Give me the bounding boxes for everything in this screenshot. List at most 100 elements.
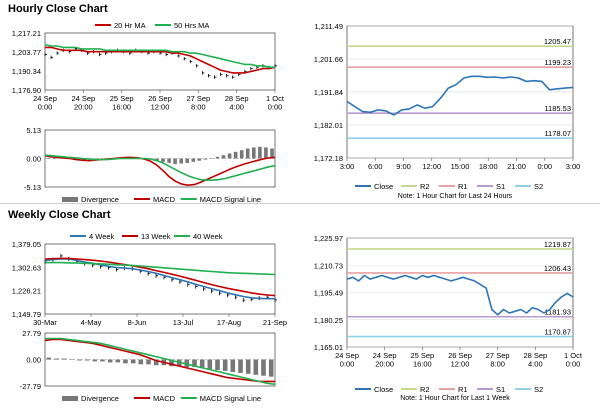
hourly_macd-divergence-bar (155, 158, 159, 161)
hourly_pivot-x-tick-label: 18:00 (479, 162, 498, 171)
hourly_pivot-level-label-s1: 1185.53 (544, 104, 571, 113)
weekly_macd-y-tick-label: -27.79 (20, 382, 41, 391)
hourly_macd-legend-swatch (62, 197, 78, 202)
weekly_pivot-x-tick-label: 25 Sep 16:00 (410, 351, 434, 369)
weekly_pivot-legend-label: S2 (534, 385, 543, 394)
weekly_macd-divergence-bar (222, 359, 228, 371)
weekly_macd-divergence-bar (207, 359, 213, 369)
weekly_pivot-legend-label: Close (374, 385, 393, 394)
hourly_price-legend-label: 20 Hr MA (114, 21, 146, 30)
hourly_price-y-tick-label: 1,190.34 (12, 67, 41, 76)
hourly_pivot-y-tick-label: 1,172.18 (314, 154, 343, 163)
weekly_pivot-level-label-s1: 1181.93 (544, 308, 571, 317)
weekly_pivot-y-tick-label: 1,225.97 (314, 234, 343, 243)
hourly_price-x-tick-label: 1 Oct 0:00 (266, 94, 285, 112)
hourly_pivot-x-tick-label: 6:00 (368, 162, 383, 171)
hourly_macd-divergence-bar (252, 147, 256, 159)
hourly_pivot-x-tick-label: 3:00 (340, 162, 355, 171)
hourly_macd-divergence-bar (197, 158, 202, 161)
hourly_pivot-legend-label: S2 (534, 182, 543, 191)
hourly_pivot-y-tick-label: 1,191.84 (314, 88, 343, 97)
weekly_macd-macd-line (44, 338, 275, 383)
hourly_price-y-tick-label: 1,176.90 (12, 86, 41, 95)
hourly_macd-y-tick-label: 5.13 (26, 126, 41, 135)
hourly_pivot-x-tick-label: 9:00 (396, 162, 411, 171)
weekly_price-x-tick-label: 17-Aug (217, 318, 241, 327)
weekly_pivot-legend-label: S1 (496, 385, 505, 394)
hourly_macd-divergence-bar (270, 148, 274, 159)
weekly_pivot-x-tick-label: 28 Sep 4:00 (523, 351, 547, 369)
weekly_macd-divergence-bar (215, 359, 220, 370)
hourly_macd-divergence-bar (264, 147, 268, 159)
weekly_macd-signal-line (45, 337, 276, 386)
weekly_macd-legend-label: Divergence (81, 394, 119, 403)
hourly_macd-divergence-bar (185, 158, 189, 163)
hourly_macd-divergence-bar (239, 150, 244, 159)
hourly_pivot-legend-label: S1 (496, 182, 505, 191)
hourly_macd-divergence-bar (161, 158, 165, 162)
hourly_pivot-x-tick-label: 15:00 (451, 162, 470, 171)
weekly_macd-divergence-bar (123, 359, 128, 364)
weekly_macd-divergence-bar (261, 359, 266, 376)
weekly_macd-divergence-bar (238, 359, 243, 373)
weekly_pivot-x-tick-label: 27 Sep 8:00 (486, 351, 510, 369)
weekly_pivot-level-label-r1: 1206.43 (544, 264, 571, 273)
hourly_macd-divergence-bar (191, 158, 196, 162)
hourly_macd-divergence-bar (221, 155, 226, 159)
hourly_macd-divergence-bar (179, 158, 183, 164)
hourly_macd-divergence-bar (209, 158, 214, 159)
weekly_pivot-legend-label: R2 (420, 385, 430, 394)
hourly_pivot-level-label-s2: 1178.07 (544, 129, 571, 138)
hourly_pivot-x-tick-label: 0:00 (537, 162, 552, 171)
weekly_pivot-x-tick-label: 26 Sep 12:00 (448, 351, 472, 369)
hourly_macd-legend-label: Divergence (81, 195, 119, 204)
hourly_macd-legend-label: MACD Signal Line (200, 195, 261, 204)
weekly_price-13week-line (44, 257, 276, 297)
weekly_macd-divergence-bar (115, 359, 121, 363)
hourly_macd-legend-label: MACD (153, 195, 176, 204)
hourly_macd-divergence-bar (258, 146, 262, 159)
hourly_macd-divergence-bar (245, 148, 250, 159)
weekly_price-plot-frame (44, 243, 276, 315)
weekly_pivot-note: Note: 1 Hour Chart for Last 1 Week (400, 395, 510, 402)
weekly_macd-divergence-bar (130, 359, 136, 364)
weekly_macd-legend-label: MACD Signal Line (200, 394, 261, 403)
weekly_pivot-x-tick-label: 24 Sep 20:00 (373, 351, 397, 369)
weekly_price-y-tick-label: 1,149.79 (12, 310, 41, 319)
weekly_macd-divergence-bar (92, 359, 98, 362)
weekly_price-y-tick-label: 1,302.63 (12, 263, 41, 272)
weekly_macd-divergence-bar (245, 359, 251, 374)
weekly_macd-divergence-bar (192, 359, 197, 368)
weekly_pivot-close-line (346, 274, 574, 316)
hourly_price-y-tick-label: 1,203.77 (12, 48, 41, 57)
hourly_macd-divergence-bar (167, 158, 171, 163)
hourly_macd-divergence-bar (46, 157, 50, 159)
weekly_price-legend-label: 13 Week (141, 232, 171, 241)
hourly_macd-macd-line (44, 154, 276, 186)
weekly_pivot-y-tick-label: 1,165.01 (314, 343, 343, 352)
weekly_macd-legend-swatch (62, 396, 78, 401)
hourly_macd-divergence-bar (52, 158, 56, 160)
hourly_pivot-y-tick-label: 1,211.49 (314, 22, 343, 31)
hourly_macd-divergence-bar (233, 151, 238, 159)
hourly-section-title: Hourly Close Chart (8, 3, 108, 15)
hourly_price-x-tick-label: 26 Sep 12:00 (148, 94, 172, 112)
weekly_pivot-y-tick-label: 1,210.73 (314, 261, 343, 270)
weekly_pivot-y-tick-label: 1,180.25 (314, 316, 343, 325)
weekly_macd-divergence-bar (61, 358, 67, 360)
hourly_pivot-note: Note: 1 Hour Chart for Last 24 Hours (398, 193, 513, 200)
hourly_price-ma50-line (44, 43, 275, 68)
weekly_macd-divergence-bar (199, 359, 205, 369)
weekly_pivot-legend-label: R1 (458, 385, 468, 394)
hourly_macd-divergence-bar (227, 153, 232, 159)
weekly_price-y-tick-label: 1,226.21 (12, 287, 41, 296)
hourly_price-legend-label: 50 Hrs MA (174, 21, 209, 30)
hourly_macd-divergence-bar (173, 158, 177, 165)
hourly_macd-y-tick-label: -5.13 (24, 183, 41, 192)
weekly_pivot-y-tick-label: 1,195.49 (314, 289, 343, 298)
weekly_macd-y-tick-label: 27.79 (22, 329, 41, 338)
weekly_macd-divergence-bar (77, 359, 82, 361)
hourly_pivot-level-label-r2: 1205.47 (544, 37, 571, 46)
hourly_macd-divergence-bar (215, 156, 220, 159)
hourly_pivot-legend-label: Close (374, 182, 393, 191)
